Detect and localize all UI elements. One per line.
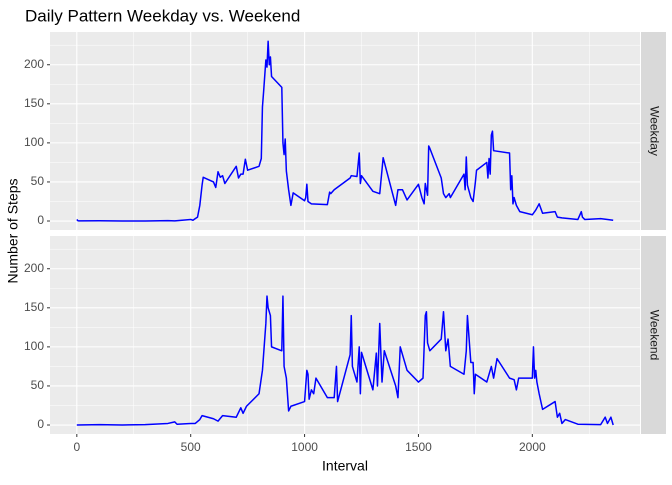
- y-tick-label: 150: [24, 96, 44, 110]
- y-tick-label: 0: [37, 417, 44, 431]
- y-tick-label: 50: [31, 174, 45, 188]
- chart-title: Daily Pattern Weekday vs. Weekend: [25, 6, 300, 25]
- x-axis-label: Interval: [322, 458, 368, 474]
- strip-background: [641, 32, 666, 230]
- strip-background: [641, 236, 666, 434]
- y-tick-label: 100: [24, 135, 44, 149]
- y-tick-label: 100: [24, 339, 44, 353]
- y-tick-label: 0: [37, 213, 44, 227]
- line: [76, 295, 614, 426]
- y-axis-label: Number of Steps: [5, 178, 21, 283]
- x-tick-label: 1500: [405, 440, 432, 454]
- x-tick-label: 2000: [519, 440, 546, 454]
- y-tick-label: 150: [24, 300, 44, 314]
- x-tick-label: 500: [181, 440, 201, 454]
- line: [76, 40, 614, 222]
- x-tick-label: 0: [73, 440, 80, 454]
- strip-label: Weekend: [647, 310, 661, 360]
- x-tick-label: 1000: [291, 440, 318, 454]
- strip-label: Weekday: [647, 106, 661, 156]
- panel-background: [50, 32, 640, 230]
- y-tick-label: 200: [24, 57, 44, 71]
- y-tick-label: 50: [31, 378, 45, 392]
- y-tick-label: 200: [24, 261, 44, 275]
